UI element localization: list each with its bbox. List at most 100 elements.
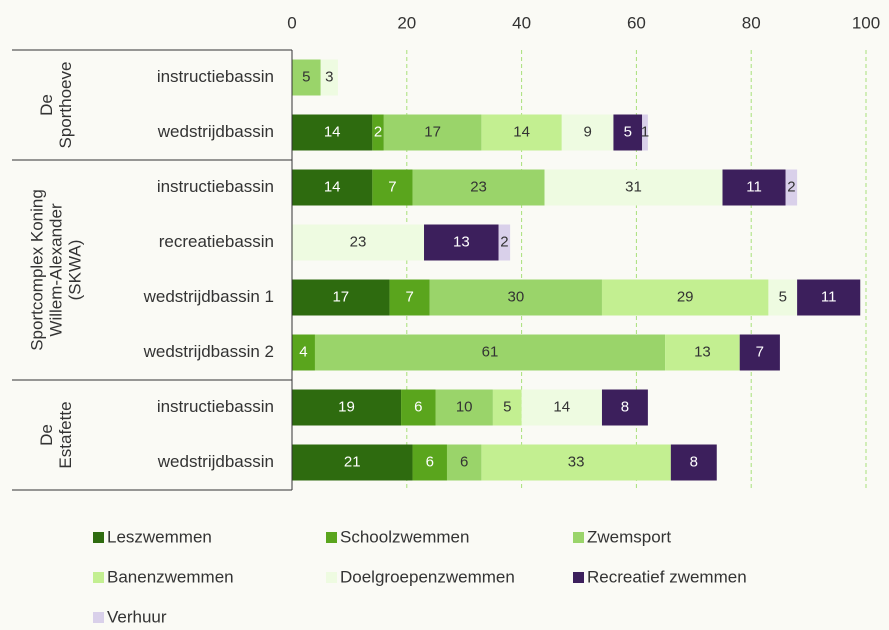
y-tick-label: wedstrijdbassin (157, 122, 274, 141)
bar-segment (521, 389, 602, 426)
bar-segment (665, 334, 740, 371)
y-tick-label: instructiebassin (157, 177, 274, 196)
y-tick-label: instructiebassin (157, 397, 274, 416)
data-label: 7 (388, 178, 396, 195)
group-label: Sportcomplex Koning (27, 189, 46, 351)
bar-segment (670, 444, 717, 481)
bar-segment (481, 444, 671, 481)
data-label: 61 (482, 343, 499, 360)
legend-label: Doelgroepenzwemmen (340, 567, 515, 586)
bar-segment (372, 169, 413, 206)
bar-segment (544, 169, 723, 206)
bar-segment (424, 224, 499, 261)
bar-segment (429, 279, 602, 316)
bar-segment (768, 279, 798, 316)
data-label: 2 (787, 178, 795, 195)
data-label: 17 (424, 123, 441, 140)
bar-segment (292, 114, 373, 151)
y-tick-label: wedstrijdbassin 2 (143, 342, 274, 361)
bar-segment (320, 59, 338, 96)
bar-segment (412, 444, 447, 481)
data-label: 11 (746, 178, 762, 195)
data-label: 8 (690, 453, 698, 470)
bar-segment (797, 279, 861, 316)
bar-segment (492, 389, 522, 426)
data-label: 30 (508, 288, 525, 305)
bar-segment (401, 389, 436, 426)
legend-swatch (326, 572, 337, 583)
data-label: 6 (414, 398, 422, 415)
data-label: 2 (374, 123, 382, 140)
y-tick-label: wedstrijdbassin 1 (143, 287, 274, 306)
x-tick-label: 20 (397, 13, 416, 32)
bar-segment (383, 114, 482, 151)
data-label: 23 (470, 178, 487, 195)
bar-segment (481, 114, 562, 151)
data-label: 6 (426, 453, 434, 470)
bar-segment (601, 279, 769, 316)
bar-segment (613, 114, 643, 151)
data-label: 5 (624, 123, 632, 140)
legend-swatch (93, 532, 104, 543)
data-label: 13 (694, 343, 711, 360)
data-label: 13 (453, 233, 470, 250)
data-label: 14 (553, 398, 570, 415)
legend-label: Leszwemmen (107, 527, 212, 546)
legend-swatch (93, 572, 104, 583)
group-label: Willem-Alexander (46, 203, 65, 337)
legend-label: Zwemsport (587, 527, 671, 546)
data-label: 21 (344, 453, 361, 470)
legend-label: Verhuur (107, 607, 167, 626)
legend-swatch (573, 572, 584, 583)
group-label: (SKWA) (65, 240, 84, 301)
bar-segment (314, 334, 666, 371)
data-label: 17 (332, 288, 349, 305)
bar-segment (498, 224, 511, 261)
bar-segment (292, 59, 321, 96)
data-label: 2 (500, 233, 508, 250)
data-label: 1 (641, 123, 649, 140)
data-label: 14 (324, 123, 341, 140)
data-label: 14 (513, 123, 530, 140)
bar-segment (292, 224, 425, 261)
bar-segment (292, 279, 390, 316)
legend-label: Banenzwemmen (107, 567, 234, 586)
legend-swatch (326, 532, 337, 543)
x-tick-label: 60 (627, 13, 646, 32)
data-label: 31 (625, 178, 642, 195)
bar-segment (292, 444, 413, 481)
data-label: 8 (621, 398, 629, 415)
group-label: De (37, 424, 56, 446)
bar-segment (389, 279, 430, 316)
y-tick-label: wedstrijdbassin (157, 452, 274, 471)
bar-segment (601, 389, 648, 426)
legend-label: Schoolzwemmen (340, 527, 469, 546)
data-label: 19 (338, 398, 355, 415)
data-label: 5 (779, 288, 787, 305)
bar-segment (292, 389, 402, 426)
bar-segment (292, 334, 315, 371)
group-label: De (37, 94, 56, 116)
bar-segment (435, 389, 493, 426)
group-label: Sporthoeve (56, 62, 75, 149)
data-label: 11 (821, 288, 837, 305)
bar-segment (785, 169, 798, 206)
group-label: Estafette (56, 401, 75, 468)
x-tick-label: 80 (742, 13, 761, 32)
y-tick-label: instructiebassin (157, 67, 274, 86)
bar-segment (372, 114, 384, 151)
data-label: 29 (677, 288, 694, 305)
data-label: 5 (503, 398, 511, 415)
data-label: 3 (325, 68, 333, 85)
data-label: 6 (460, 453, 468, 470)
data-label: 14 (324, 178, 341, 195)
data-label: 4 (299, 343, 307, 360)
x-tick-label: 40 (512, 13, 531, 32)
x-tick-label: 100 (852, 13, 880, 32)
bar-segment (642, 114, 648, 151)
bar-segment (561, 114, 614, 151)
data-label: 7 (756, 343, 764, 360)
data-label: 5 (302, 68, 310, 85)
x-tick-label: 0 (287, 13, 296, 32)
